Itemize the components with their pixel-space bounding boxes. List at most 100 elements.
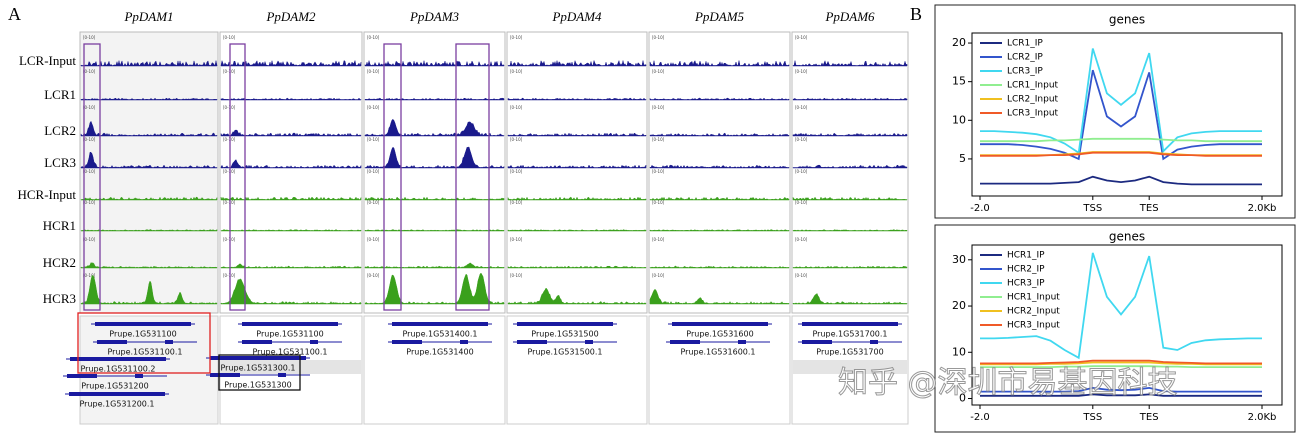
legend-label: LCR1_IP	[1007, 39, 1043, 49]
gene-label: Prupe.1G531200	[81, 382, 148, 391]
track-scale: [0-10]	[510, 273, 523, 278]
signal-track	[220, 196, 362, 201]
gene-label: Prupe.1G531100.1	[252, 348, 327, 357]
gene-model	[585, 340, 593, 344]
signal-track	[80, 275, 218, 305]
track-scale: [0-10]	[510, 169, 523, 174]
track-scale: [0-10]	[367, 137, 380, 142]
track-scale: [0-10]	[367, 69, 380, 74]
gene-model	[670, 340, 700, 344]
gene-model	[672, 322, 768, 326]
signal-track	[80, 151, 218, 169]
track-scale: [0-10]	[223, 200, 236, 205]
y-tick-label: 20	[952, 36, 966, 49]
signal-track	[792, 97, 908, 101]
gene-model	[278, 373, 286, 377]
track-scale: [0-10]	[367, 200, 380, 205]
gene-model	[802, 340, 832, 344]
track-scale: [0-10]	[83, 137, 96, 142]
x-tick-label: -2.0	[970, 203, 990, 214]
gene-model	[67, 374, 97, 378]
line-series	[980, 252, 1262, 360]
row-label: LCR-Input	[19, 53, 76, 68]
signal-track	[220, 263, 362, 269]
gene-panel	[648, 315, 791, 425]
track-scale: [0-10]	[795, 200, 808, 205]
gene-model	[738, 340, 746, 344]
signal-track	[364, 272, 505, 305]
signal-track	[507, 164, 647, 169]
track-scale: [0-10]	[83, 237, 96, 242]
signal-track	[80, 262, 218, 269]
gene-label: Prupe.1G531600	[686, 330, 753, 339]
track-scale: [0-10]	[795, 69, 808, 74]
signal-track	[220, 97, 362, 101]
track-scale: [0-10]	[795, 35, 808, 40]
legend-label: LCR3_IP	[1007, 67, 1043, 77]
gene-label: Prupe.1G531600.1	[680, 348, 755, 357]
legend-label: HCR2_Input	[1007, 307, 1060, 317]
line-series	[980, 386, 1262, 393]
gene-band	[221, 360, 361, 374]
x-tick-label: TSS	[1082, 203, 1102, 214]
track-scale: [0-10]	[510, 105, 523, 110]
y-tick-label: 15	[952, 75, 966, 88]
gene-label: Prupe.1G531700.1	[812, 330, 887, 339]
legend-label: HCR1_Input	[1007, 293, 1060, 303]
gene-label: Prupe.1G531100	[256, 330, 323, 339]
signal-track	[220, 59, 362, 67]
signal-track	[507, 132, 647, 137]
gene-label: Prupe.1G531400.1	[402, 330, 477, 339]
gene-model	[870, 322, 878, 326]
gene-model	[802, 322, 898, 326]
track-scale: [0-10]	[367, 169, 380, 174]
column-header: PpDAM2	[265, 9, 316, 24]
legend-label: HCR1_IP	[1007, 251, 1045, 261]
gene-label: Prupe.1G531300.1	[220, 364, 295, 373]
signal-track	[364, 60, 505, 67]
signal-track	[364, 118, 505, 137]
signal-track	[792, 60, 908, 67]
signal-track	[507, 287, 647, 305]
track-scale: [0-10]	[83, 35, 96, 40]
line-series	[980, 69, 1262, 161]
track-panel	[219, 31, 363, 314]
line-series	[980, 151, 1262, 157]
track-scale: [0-10]	[652, 237, 665, 242]
gene-model	[310, 322, 318, 326]
gene-label: Prupe.1G531100	[109, 330, 176, 339]
gene-label: Prupe.1G531100.2	[80, 365, 155, 374]
track-scale: [0-10]	[652, 105, 665, 110]
gene-model	[97, 340, 127, 344]
y-tick-label: 10	[952, 113, 966, 126]
row-label: LCR1	[44, 87, 76, 102]
track-panel	[648, 31, 791, 314]
line-series	[980, 393, 1262, 397]
legend-label: LCR1_Input	[1007, 81, 1059, 91]
signal-track	[649, 132, 790, 137]
chart-frame	[934, 224, 1296, 433]
gene-model	[165, 340, 173, 344]
track-scale: [0-10]	[83, 169, 96, 174]
signal-track	[649, 196, 790, 201]
track-scale: [0-10]	[795, 137, 808, 142]
signal-track	[507, 97, 647, 101]
signal-track	[792, 132, 908, 137]
signal-track	[649, 288, 790, 305]
track-scale: [0-10]	[223, 35, 236, 40]
highlight-box	[229, 43, 246, 311]
column-header: PpDAM4	[551, 9, 602, 24]
track-panel	[363, 31, 506, 314]
legend-label: HCR3_IP	[1007, 279, 1045, 289]
signal-track	[364, 262, 505, 269]
track-scale: [0-10]	[367, 273, 380, 278]
line-series	[980, 365, 1262, 368]
plot-area	[971, 32, 1283, 197]
track-scale: [0-10]	[510, 237, 523, 242]
gene-model	[210, 373, 240, 377]
gene-model	[392, 340, 422, 344]
highlight-box	[383, 43, 402, 311]
line-series	[980, 359, 1262, 365]
track-scale: [0-10]	[795, 169, 808, 174]
gene-label: Prupe.1G531100.1	[107, 348, 182, 357]
